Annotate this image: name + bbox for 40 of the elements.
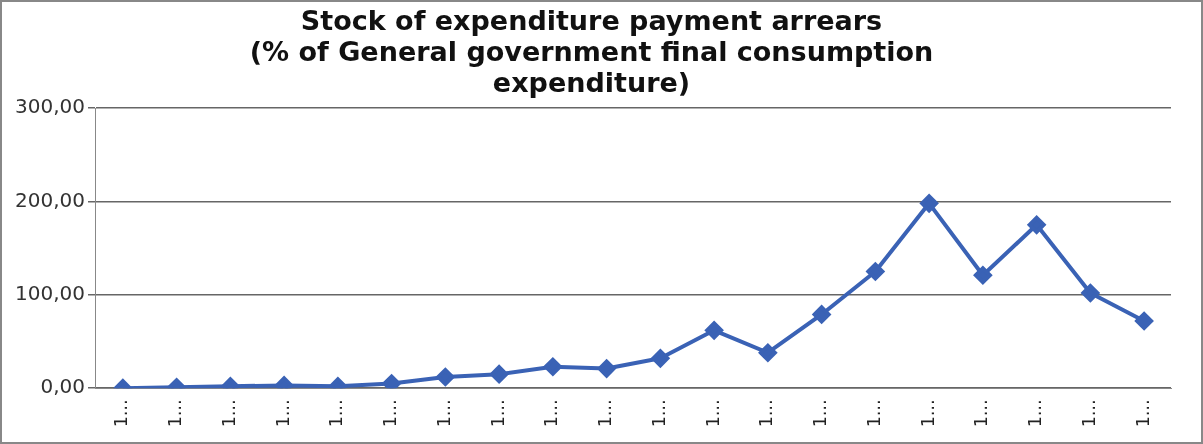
- point: [543, 357, 562, 376]
- x-tick-label: 1…: [917, 399, 938, 428]
- x-tick-label: 1…: [702, 399, 723, 428]
- x-tick-label: 1…: [433, 399, 454, 428]
- point: [382, 374, 401, 389]
- x-tick-label: 1…: [487, 399, 508, 428]
- x-tick-label: 1…: [595, 399, 616, 428]
- x-tick-label: 1…: [1132, 399, 1153, 428]
- point: [436, 367, 455, 386]
- x-tick-label: 1…: [380, 399, 401, 428]
- chart-title: Stock of expenditure payment arrears (% of General government final consumption expenditure): [249, 4, 934, 98]
- x-tick-label: 1…: [165, 399, 186, 428]
- point: [1135, 311, 1154, 330]
- x-tick-label: 1…: [756, 399, 777, 428]
- x-tick-label: 1…: [218, 399, 239, 428]
- point: [866, 262, 885, 281]
- x-tick-label: 1…: [648, 399, 669, 428]
- x-tick-label: 1…: [541, 399, 562, 428]
- y-tick-label: 100,00: [15, 281, 85, 306]
- point: [758, 343, 777, 362]
- x-tick-label: 1…: [1025, 399, 1046, 428]
- y-tick-label: 300,00: [15, 94, 85, 119]
- x-tick-label: 1…: [111, 399, 132, 428]
- x-tick-label: 1…: [810, 399, 831, 428]
- point: [973, 266, 992, 285]
- point: [1081, 283, 1100, 302]
- point: [812, 305, 831, 324]
- x-tick-label: 1…: [272, 399, 293, 428]
- x-tick-label: 1…: [863, 399, 884, 428]
- point: [705, 321, 724, 340]
- point: [1027, 215, 1046, 234]
- point: [597, 359, 616, 378]
- point: [920, 194, 939, 213]
- x-tick-label: 1…: [1078, 399, 1099, 428]
- y-tick-label: 200,00: [15, 187, 85, 212]
- y-tick-label: 0,00: [40, 374, 85, 399]
- x-tick-label: 1…: [326, 399, 347, 428]
- point: [651, 349, 670, 368]
- x-tick-label: 1…: [971, 399, 992, 428]
- point: [490, 365, 509, 384]
